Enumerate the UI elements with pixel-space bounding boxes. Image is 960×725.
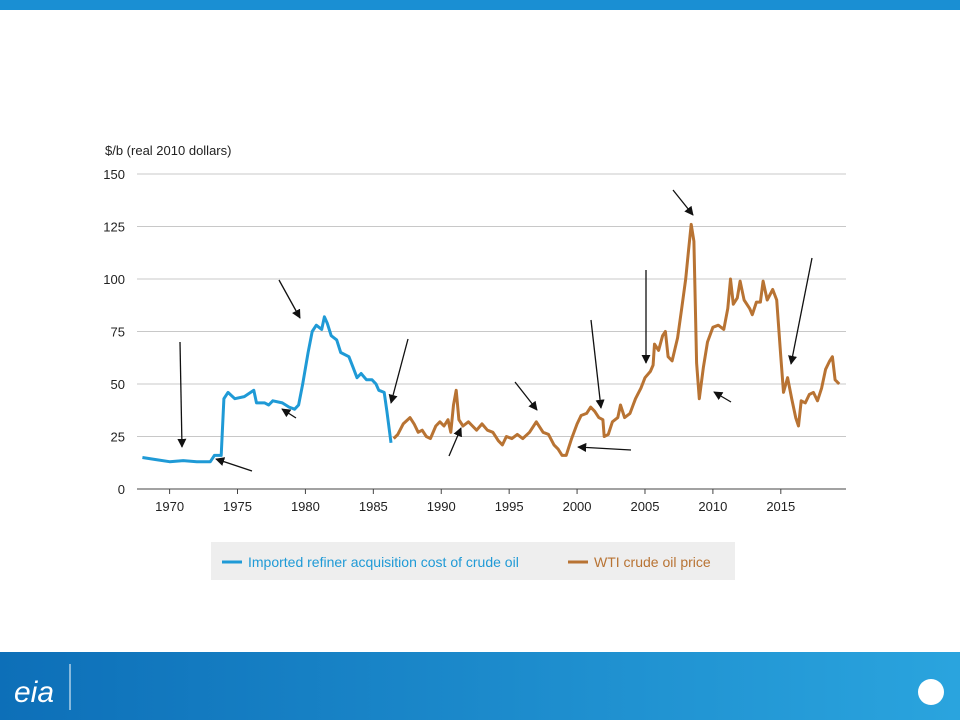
x-tick-label: 2010 [698,499,727,514]
footer-bar [0,652,960,720]
legend-label: Imported refiner acquisition cost of cru… [248,554,519,570]
arrow [672,189,694,216]
series-line [392,222,841,457]
x-tick-label: 2005 [631,499,660,514]
arrow [590,319,605,409]
plot: 0 25 50 75 100 125 150 1970 1975 1980 1985 1990 1995… [103,167,846,514]
arrow [177,341,187,448]
x-tick-label: 1975 [223,499,252,514]
legend-label: WTI crude oil price [594,554,711,570]
arrow [278,279,301,319]
x-tick-label: 1995 [495,499,524,514]
arrow [514,381,538,411]
arrow [448,427,462,457]
arrow [388,338,409,404]
x-tick-label: 1985 [359,499,388,514]
y-tick-label: 50 [111,377,125,392]
annotation-arrows [177,189,813,472]
arrow [713,391,732,403]
series-line [142,315,393,464]
y-tick-label: 100 [103,272,125,287]
y-axis-label: $/b (real 2010 dollars) [105,143,231,158]
x-tick-label: 1980 [291,499,320,514]
legend: Imported refiner acquisition cost of cru… [222,554,711,570]
y-tick-label: 75 [111,325,125,340]
x-tick-label: 1970 [155,499,184,514]
logo: eia [14,676,54,709]
x-tick-label: 1990 [427,499,456,514]
arrow [577,442,632,453]
arrow [788,257,813,365]
page-badge [918,679,944,705]
x-tick-label: 2000 [563,499,592,514]
y-tick-label: 125 [103,220,125,235]
x-tick-label: 2015 [766,499,795,514]
legend-box [211,542,735,580]
arrow [215,457,253,472]
y-tick-label: 25 [111,430,125,445]
y-tick-label: 150 [103,167,125,182]
top-bar [0,0,960,10]
y-tick-label: 0 [118,482,125,497]
arrow [281,408,297,419]
